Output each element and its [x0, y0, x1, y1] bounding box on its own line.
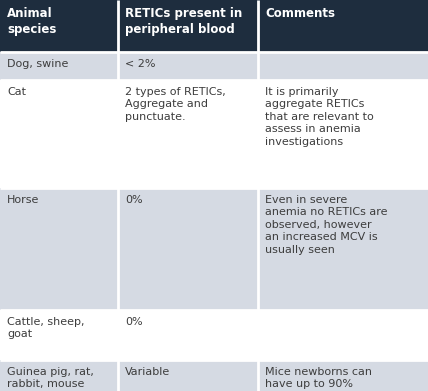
Text: 0%: 0%: [125, 317, 143, 327]
Bar: [0, 360, 118, 391]
Text: 0%: 0%: [125, 195, 143, 205]
Text: Comments: Comments: [265, 7, 335, 20]
Bar: [258, 80, 428, 188]
Text: Animal
species: Animal species: [7, 7, 56, 36]
Text: Cat: Cat: [7, 87, 26, 97]
Bar: [118, 52, 258, 80]
Bar: [258, 360, 428, 391]
Text: Mice newborns can
have up to 90%
whereas adults only
have 2–4%: Mice newborns can have up to 90% whereas…: [265, 367, 377, 391]
Bar: [258, 52, 428, 80]
Text: RETICs present in
peripheral blood: RETICs present in peripheral blood: [125, 7, 242, 36]
Text: 2 types of RETICs,
Aggregate and
punctuate.: 2 types of RETICs, Aggregate and punctua…: [125, 87, 226, 122]
Bar: [118, 188, 258, 310]
Text: Guinea pig, rat,
rabbit, mouse: Guinea pig, rat, rabbit, mouse: [7, 367, 94, 389]
Text: Even in severe
anemia no RETICs are
observed, however
an increased MCV is
usuall: Even in severe anemia no RETICs are obse…: [265, 195, 387, 255]
Text: Dog, swine: Dog, swine: [7, 59, 68, 69]
Bar: [258, 188, 428, 310]
Bar: [0, 80, 118, 188]
Bar: [0, 52, 118, 80]
Bar: [118, 360, 258, 391]
Bar: [118, 310, 258, 360]
Text: < 2%: < 2%: [125, 59, 155, 69]
Text: Cattle, sheep,
goat: Cattle, sheep, goat: [7, 317, 84, 339]
Text: Variable: Variable: [125, 367, 170, 377]
Bar: [0, 188, 118, 310]
Bar: [258, 310, 428, 360]
Text: It is primarily
aggregate RETICs
that are relevant to
assess in anemia
investiga: It is primarily aggregate RETICs that ar…: [265, 87, 374, 147]
Bar: [0, 310, 118, 360]
Bar: [118, 80, 258, 188]
Bar: [258, 0, 428, 52]
Bar: [0, 0, 118, 52]
Bar: [118, 0, 258, 52]
Text: Horse: Horse: [7, 195, 39, 205]
